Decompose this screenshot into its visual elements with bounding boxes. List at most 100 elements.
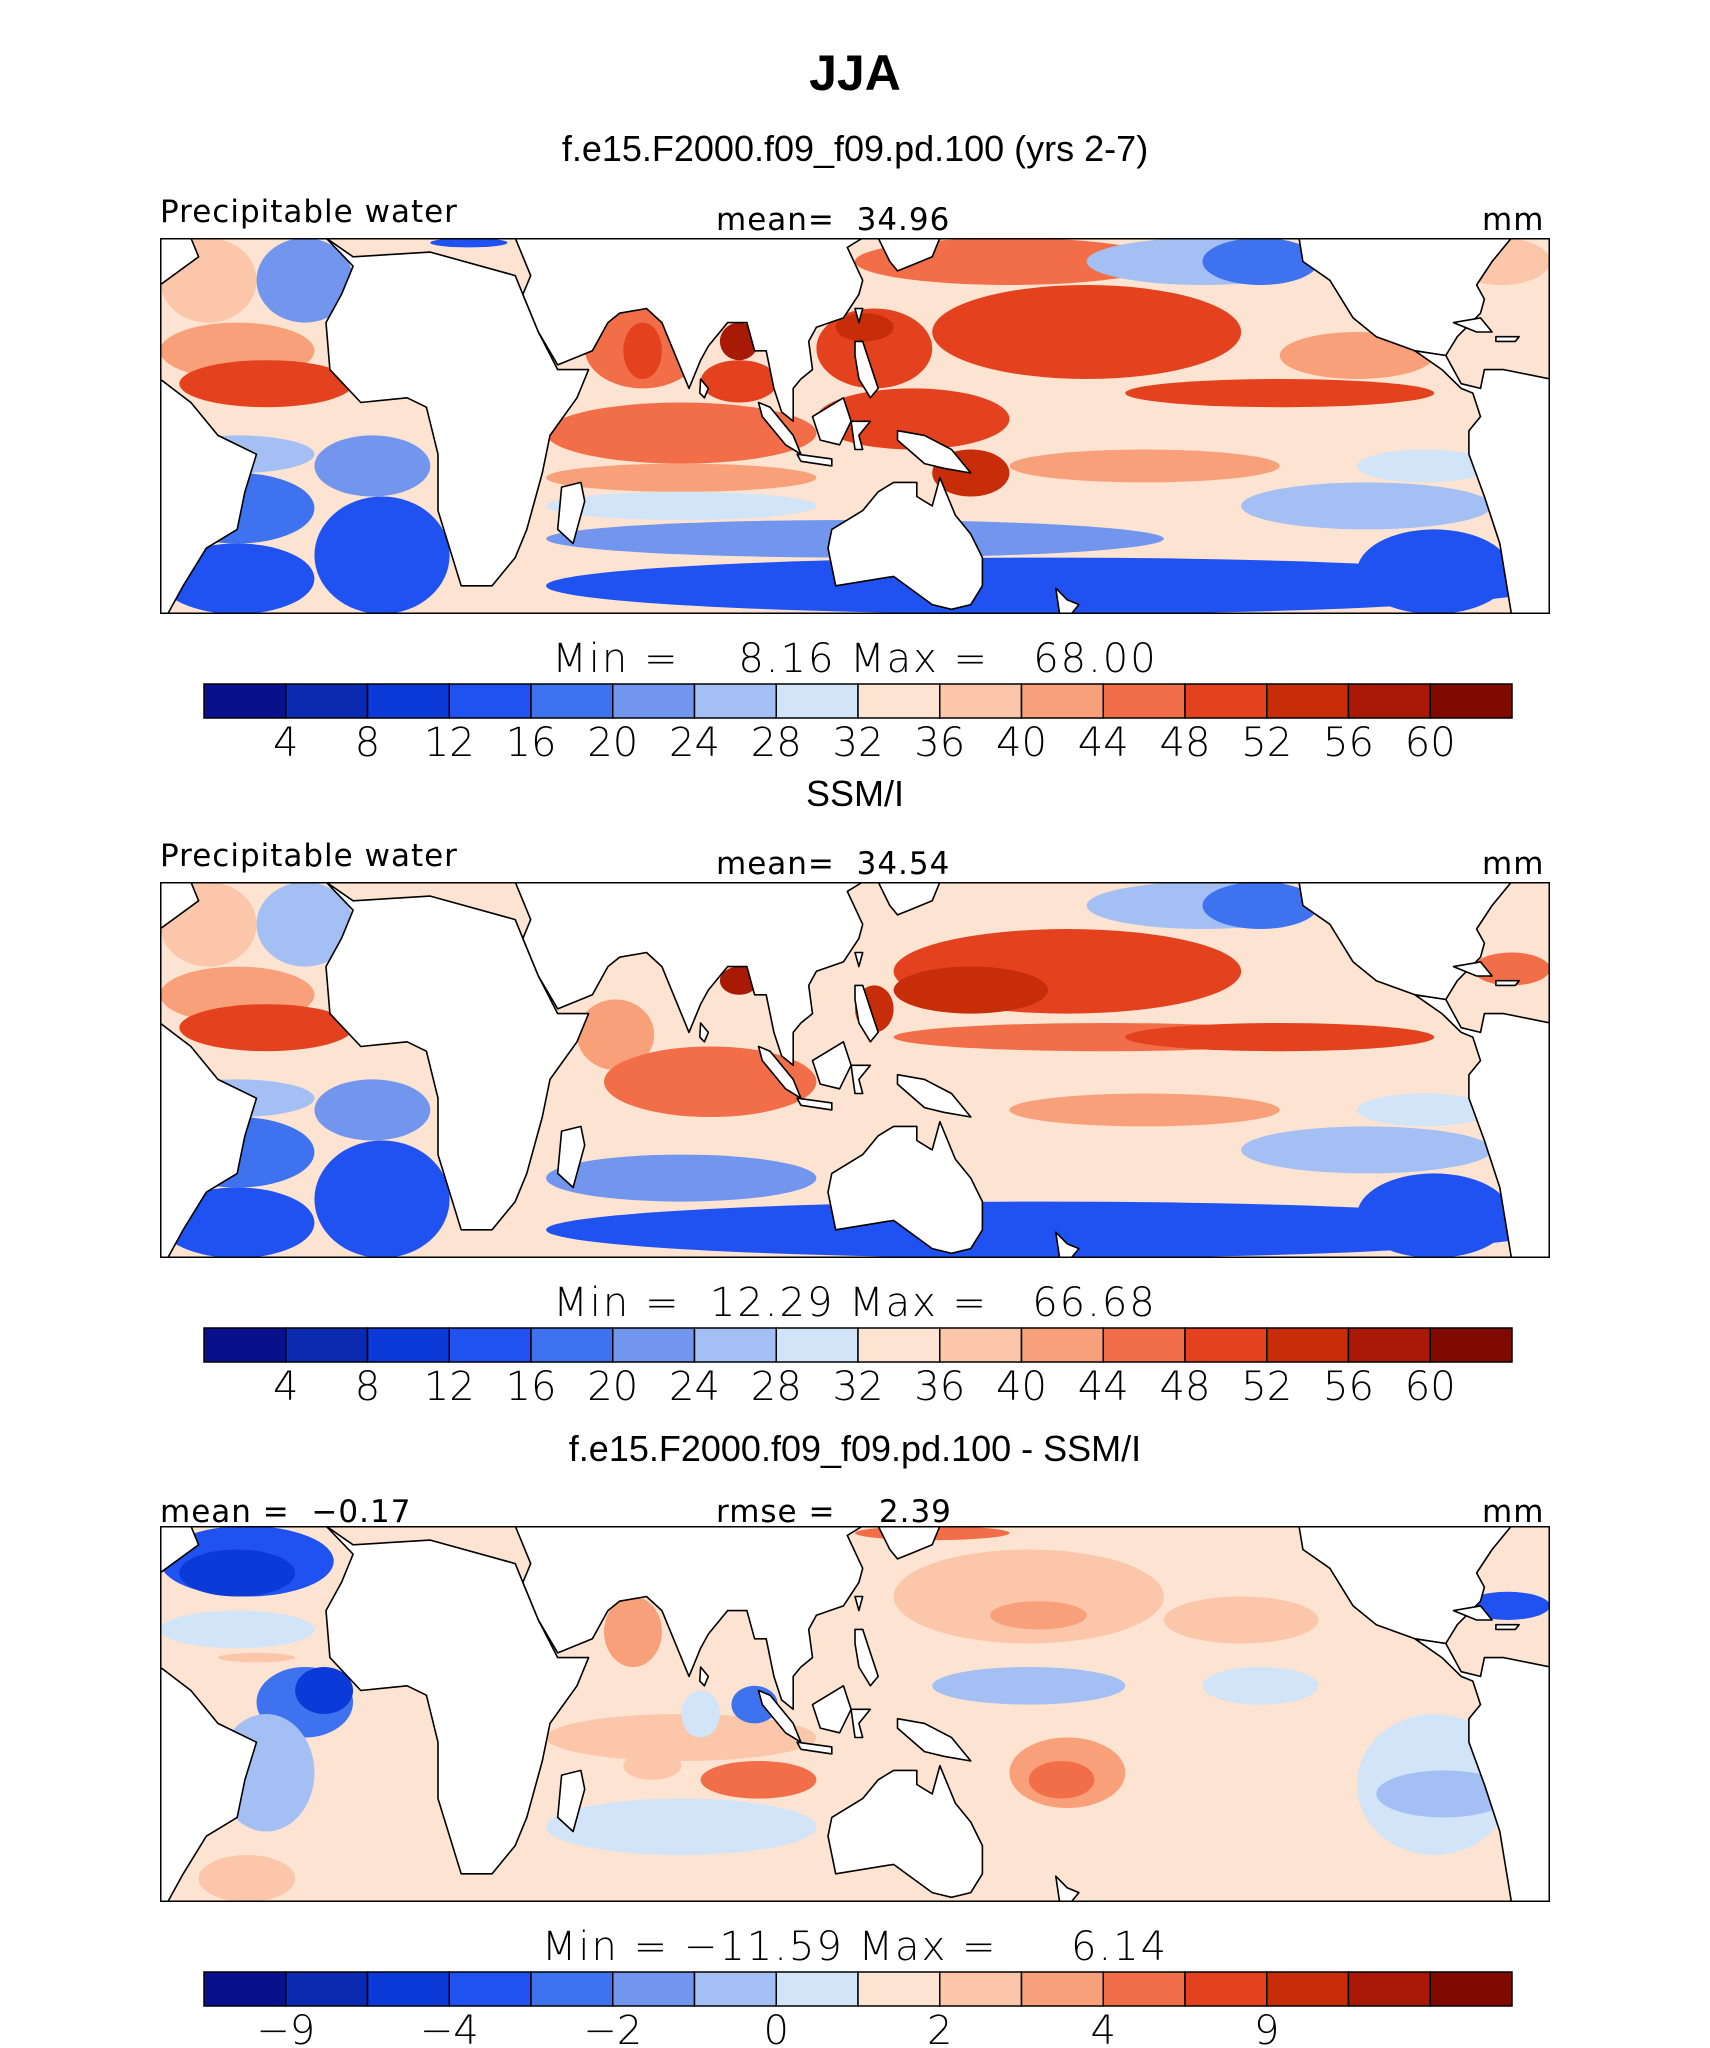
panel-2-mean-label: mean= 34.54	[716, 846, 951, 882]
colorbar-tick-label: 48	[1160, 1364, 1211, 1410]
colorbar-swatch	[1184, 1971, 1268, 2007]
land-outline	[854, 340, 880, 399]
panel-3-stats: Min = −11.59 Max = 6.14	[541, 1924, 1169, 1970]
colorbar-tick-label: 44	[1078, 1364, 1129, 1410]
colorbar-swatch	[693, 1327, 777, 1363]
contour-region	[546, 1714, 817, 1761]
contour-region	[546, 1154, 817, 1202]
colorbar-tick-label: 60	[1405, 720, 1456, 766]
colorbar-tick-label: 8	[355, 1364, 380, 1410]
contour-region	[1125, 1023, 1435, 1052]
colorbar-swatch	[285, 1327, 369, 1363]
contour-region	[577, 999, 655, 1070]
contour-region	[932, 285, 1242, 379]
contour-region	[256, 882, 354, 967]
colorbar-swatch	[857, 683, 941, 719]
colorbar-swatch	[939, 1971, 1023, 2007]
colorbar-swatch	[203, 1971, 287, 2007]
panel-1-subtitle: f.e15.F2000.f09_f09.pd.100 (yrs 2-7)	[561, 128, 1149, 169]
colorbar-swatch	[857, 1327, 941, 1363]
colorbar-tick-label: 28	[751, 720, 802, 766]
land-outline	[850, 1708, 872, 1739]
colorbar-tick-label: 0	[764, 2008, 789, 2048]
land-outline	[854, 1628, 880, 1687]
contour-region	[179, 1549, 296, 1597]
colorbar-swatch	[530, 1971, 614, 2007]
colorbar-tick-label: 28	[751, 1364, 802, 1410]
panel-2-left-label: Precipitable water	[160, 838, 458, 874]
contour-region	[314, 435, 431, 497]
panel-3-subtitle: f.e15.F2000.f09_f09.pd.100 - SSM/I	[568, 1428, 1142, 1469]
land-outline	[160, 238, 200, 286]
colorbar-swatch	[1020, 683, 1104, 719]
contour-region	[1163, 1596, 1319, 1644]
colorbar-swatch	[1102, 683, 1186, 719]
colorbar-swatch	[775, 1327, 859, 1363]
contour-region	[546, 557, 1550, 614]
panel-1-units-label: mm	[1482, 202, 1545, 238]
colorbar-tick-label: 4	[273, 720, 298, 766]
colorbar-tick-label: 8	[355, 720, 380, 766]
contour-region	[1356, 1093, 1493, 1127]
colorbar-swatch	[1020, 1971, 1104, 2007]
contour-region	[1009, 1093, 1280, 1127]
colorbar-tick-label: −2	[583, 2008, 642, 2048]
land-outline	[1452, 1605, 1493, 1621]
contour-region	[1125, 1784, 1319, 1855]
colorbar-swatch	[1266, 1327, 1350, 1363]
colorbar-tick-label: −9	[256, 2008, 315, 2048]
land-outline	[1298, 238, 1513, 357]
colorbar-swatch	[285, 683, 369, 719]
contour-region	[1356, 529, 1512, 614]
colorbar-swatch	[1429, 683, 1513, 719]
colorbar-swatch	[285, 1971, 369, 2007]
panel-1-mean-label: mean= 34.96	[716, 202, 951, 238]
colorbar-swatch	[939, 683, 1023, 719]
land-outline	[556, 1125, 586, 1189]
land-outline	[556, 481, 586, 545]
colorbar-swatch	[1184, 683, 1268, 719]
land-outline	[1452, 317, 1493, 333]
colorbar-swatch	[448, 1971, 532, 2007]
map-frame	[160, 1526, 1550, 1902]
contour-region	[700, 1761, 817, 1799]
contour-region	[623, 1751, 682, 1780]
contour-region	[546, 463, 817, 492]
contour-region	[160, 1610, 315, 1649]
contour-region	[1241, 1126, 1493, 1174]
contour-region	[893, 1549, 1164, 1644]
panel-1-colorbar: 4 8 12 16 20 24 28 32 36 40 44 48 52 56 60	[203, 683, 1513, 766]
land-outline	[1054, 587, 1080, 614]
colorbar-tick-label: 40	[996, 1364, 1047, 1410]
land-outline	[827, 1120, 984, 1255]
land-outline	[514, 238, 864, 423]
colorbar-tick-label: 32	[833, 1364, 884, 1410]
contour-region	[1202, 882, 1319, 929]
colorbar-tick-label: 20	[587, 1364, 638, 1410]
land-outline	[698, 378, 710, 399]
panel-2-stats: Min = 12.29 Max = 66.68	[553, 1280, 1157, 1326]
colorbar-tick-label: 16	[506, 720, 557, 766]
land-outline	[827, 1764, 984, 1899]
panel-2-subtitle: SSM/I	[805, 773, 904, 814]
colorbar-swatch	[366, 1971, 450, 2007]
land-outline	[160, 1666, 258, 1902]
panel-2-colorbar: 4 8 12 16 20 24 28 32 36 40 44 48 52 56 60	[203, 1327, 1513, 1410]
contour-region	[681, 1690, 720, 1738]
colorbar-tick-label: 4	[1091, 2008, 1116, 2048]
land-outline	[1414, 994, 1550, 1258]
land-outline	[850, 420, 872, 451]
land-outline	[160, 1526, 200, 1574]
land-outline	[854, 1595, 864, 1612]
colorbar-tick-label: 36	[914, 1364, 965, 1410]
colorbar-swatch	[1347, 1971, 1431, 2007]
contour-region	[1125, 379, 1435, 408]
land-outline	[850, 1064, 872, 1095]
land-outline	[514, 882, 864, 1067]
land-outline	[698, 1022, 710, 1043]
contour-region	[1009, 449, 1280, 483]
colorbar-tick-label: 32	[833, 720, 884, 766]
land-outline	[796, 1741, 833, 1755]
panel-2-map	[160, 882, 1550, 1258]
panel-3-colorbar: −9 −4 −2 0 2 4 9	[203, 1971, 1513, 2048]
